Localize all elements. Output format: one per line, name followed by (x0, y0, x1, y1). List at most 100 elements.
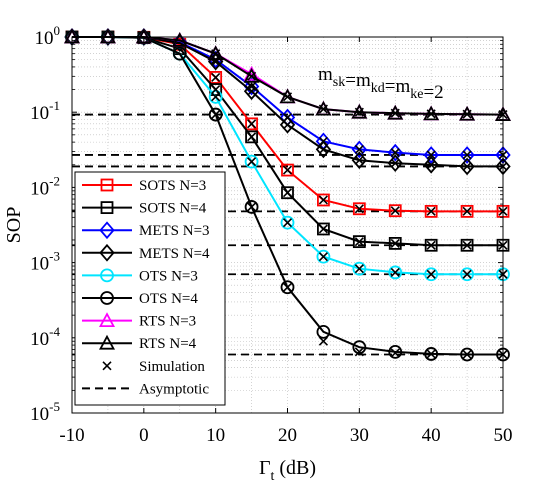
simulation-point-stroke-b (390, 238, 400, 248)
annotation-subscript: kd (371, 81, 385, 96)
simulation-point-stroke-b (462, 161, 472, 172)
simulation-point-stroke-b (318, 224, 328, 234)
annotation-subscript: sk (333, 75, 345, 90)
simulation-point-stroke-b (211, 92, 221, 102)
simulation-point-stroke-b (462, 349, 472, 360)
simulation-point-stroke-b (247, 202, 257, 212)
y-tick-exponent: -3 (49, 249, 60, 264)
legend-label: Simulation (139, 359, 205, 375)
series-point (387, 104, 404, 120)
x-tick-label: 0 (139, 425, 149, 446)
simulation-point-stroke-b (354, 107, 364, 117)
y-tick-base: 10 (30, 178, 49, 199)
simulation-point (390, 267, 400, 277)
simulation-point-stroke-b (318, 104, 328, 114)
legend-marker (98, 312, 116, 328)
simulation-point-stroke-b (318, 195, 328, 205)
series-point (280, 280, 295, 295)
axis-labels: Γt (dB) SOP (3, 207, 316, 484)
simulation-point-stroke-b (426, 349, 436, 359)
legend-entry: SOTS N=4 (82, 201, 207, 217)
simulation-point-stroke-b (247, 71, 257, 81)
simulation-point-stroke-b (247, 119, 257, 129)
simulation-point (354, 237, 364, 247)
annotation-part: m (318, 64, 333, 85)
series-point (388, 344, 403, 359)
simulation-point (462, 349, 472, 360)
simulation-point-stroke-b (390, 206, 400, 216)
legend-entry: SOTS N=3 (82, 178, 206, 194)
series-point (352, 261, 367, 276)
simulation-point (247, 157, 257, 167)
legend-entry: METS N=4 (82, 243, 210, 262)
simulation-point-stroke-b (390, 108, 400, 118)
simulation-point-stroke-b (282, 218, 293, 228)
simulation-point (282, 112, 293, 123)
simulation-point-stroke-b (462, 150, 472, 160)
simulation-point (282, 165, 293, 175)
series-point (172, 46, 187, 61)
simulation-point (390, 108, 400, 118)
legend-label: Asymptotic (139, 381, 209, 397)
legend-label: METS N=4 (139, 246, 210, 262)
simulation-point-stroke-b (318, 144, 328, 154)
simulation-point (462, 161, 472, 172)
legend-marker (100, 178, 114, 192)
simulation-point-stroke-b (426, 206, 436, 216)
simulation-point-stroke-b (247, 157, 257, 167)
legend-label: METS N=3 (139, 223, 210, 239)
simulation-point (390, 148, 400, 158)
series-point (352, 202, 366, 216)
legend-label: RTS N=4 (139, 336, 197, 352)
series-point (244, 154, 259, 169)
y-tick-exponent: -5 (49, 399, 60, 414)
x-axis-label: Γt (dB) (259, 457, 316, 484)
simulation-point-stroke-b (211, 57, 221, 67)
series-point (351, 103, 368, 119)
simulation-point (354, 264, 364, 274)
simulation-point (354, 347, 364, 357)
annotation-part: =m (385, 76, 411, 97)
simulation-point (247, 119, 257, 129)
legend-marker (100, 201, 114, 215)
simulation-point (247, 86, 257, 96)
y-tick-exponent: -4 (49, 324, 60, 339)
simulation-point (211, 92, 221, 102)
y-tick-label: 10-3 (30, 249, 60, 275)
simulation-point (211, 49, 221, 59)
series-point (316, 249, 331, 264)
legend-entry: METS N=3 (82, 221, 210, 239)
series-point (245, 117, 258, 131)
x-axis-symbol: Γ (259, 457, 271, 479)
simulation-point (390, 238, 400, 248)
series-point (459, 146, 475, 164)
simulation-point-stroke-b (211, 84, 221, 95)
x-axis-unit: (dB) (274, 457, 316, 479)
simulation-point (426, 206, 436, 216)
simulation-point-stroke-b (282, 112, 293, 123)
series-point (244, 200, 259, 214)
y-tick-label: 10-4 (30, 324, 60, 350)
series-point (460, 238, 474, 252)
simulation-point (211, 72, 221, 82)
legend-entry: OTS N=4 (82, 291, 198, 307)
simulation-point (462, 240, 472, 250)
series-point (208, 107, 223, 122)
simulation-point (426, 269, 436, 279)
series-point (387, 143, 403, 162)
simulation-point (426, 109, 436, 119)
series-point (351, 151, 368, 170)
series-point (460, 347, 474, 362)
series-point (424, 347, 439, 361)
legend: SOTS N=3 SOTS N=4 METS N=3 METS N=4 OTS N=3 O… (74, 171, 226, 406)
simulation-point-stroke-b (211, 110, 221, 120)
x-tick-label: 30 (350, 425, 369, 446)
simulation-point (426, 349, 436, 359)
simulation-point-stroke-b (390, 148, 400, 158)
legend-entry: RTS N=3 (82, 312, 196, 330)
simulation-point (211, 84, 221, 95)
simulation-point-stroke-b (426, 109, 436, 119)
simulation-point (390, 158, 400, 168)
simulation-point-stroke-b (426, 150, 436, 160)
x-tick-label: 40 (422, 425, 441, 446)
